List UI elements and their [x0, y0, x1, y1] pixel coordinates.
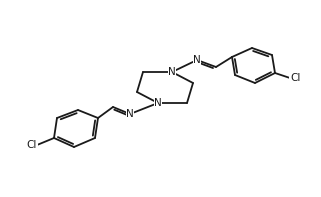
Text: N: N: [126, 109, 134, 119]
Text: Cl: Cl: [27, 140, 37, 150]
Text: Cl: Cl: [290, 73, 300, 83]
Text: N: N: [154, 98, 162, 108]
Text: N: N: [168, 67, 176, 77]
Text: N: N: [193, 55, 201, 65]
